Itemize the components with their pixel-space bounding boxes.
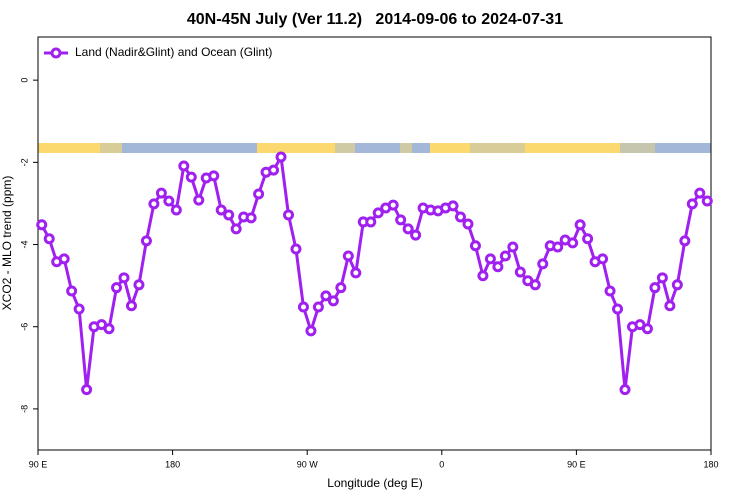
data-point xyxy=(170,204,182,216)
land-ocean-strip xyxy=(38,143,711,153)
data-point xyxy=(327,295,339,307)
data-point xyxy=(514,266,526,278)
data-point xyxy=(529,279,541,291)
data-point xyxy=(118,272,130,284)
data-point xyxy=(66,285,78,297)
data-point xyxy=(582,233,594,245)
data-point xyxy=(253,188,265,200)
data-point xyxy=(641,323,653,335)
x-tick-label: 0 xyxy=(439,459,444,469)
data-point xyxy=(686,198,698,210)
data-point xyxy=(185,171,197,183)
data-point xyxy=(36,219,48,231)
data-point xyxy=(193,194,205,206)
plot-frame xyxy=(37,36,712,451)
legend-marker xyxy=(50,47,62,59)
data-point xyxy=(155,187,167,199)
data-point xyxy=(178,160,190,172)
data-point xyxy=(454,211,466,223)
legend-label: Land (Nadir&Glint) and Ocean (Glint) xyxy=(75,45,272,59)
data-point xyxy=(342,250,354,262)
data-point xyxy=(365,216,377,228)
y-tick-label: -8 xyxy=(19,405,29,413)
data-point xyxy=(664,300,676,312)
data-point xyxy=(679,235,691,247)
data-point xyxy=(649,282,661,294)
data-point xyxy=(395,214,407,226)
data-point xyxy=(612,303,624,315)
data-point xyxy=(230,223,242,235)
data-point xyxy=(335,282,347,294)
data-point xyxy=(402,223,414,235)
data-point xyxy=(245,212,257,224)
data-point xyxy=(477,270,489,282)
data-point xyxy=(499,250,511,262)
x-tick-label: 180 xyxy=(165,459,180,469)
data-point xyxy=(73,303,85,315)
data-point xyxy=(208,170,220,182)
data-point xyxy=(297,301,309,313)
data-point xyxy=(275,151,287,163)
data-point xyxy=(140,235,152,247)
data-point xyxy=(574,219,586,231)
data-point xyxy=(484,253,496,265)
y-tick-label: -6 xyxy=(19,323,29,331)
data-point xyxy=(671,279,683,291)
data-point xyxy=(447,200,459,212)
data-point xyxy=(656,272,668,284)
data-point xyxy=(268,164,280,176)
x-tick-label: 90 W xyxy=(297,459,319,469)
data-point xyxy=(387,199,399,211)
x-tick-label: 90 E xyxy=(29,459,48,469)
data-point xyxy=(619,384,631,396)
data-point xyxy=(81,384,93,396)
y-tick-label: -2 xyxy=(19,158,29,166)
data-point xyxy=(492,261,504,273)
data-point xyxy=(597,253,609,265)
legend: Land (Nadir&Glint) and Ocean (Glint) xyxy=(44,45,272,59)
data-point xyxy=(469,240,481,252)
data-point xyxy=(283,209,295,221)
data-point xyxy=(43,233,55,245)
data-point xyxy=(462,218,474,230)
data-point xyxy=(215,204,227,216)
data-point xyxy=(148,198,160,210)
data-point xyxy=(133,279,145,291)
y-tick-label: -4 xyxy=(19,241,29,249)
data-point xyxy=(701,195,713,207)
y-axis-label: XCO2 - MLO trend (ppm) xyxy=(0,176,14,311)
data-point xyxy=(125,300,137,312)
data-point xyxy=(604,285,616,297)
data-point xyxy=(410,229,422,241)
data-point xyxy=(507,241,519,253)
chart-title: 40N-45N July (Ver 11.2) 2014-09-06 to 20… xyxy=(187,11,563,28)
y-tick-label: 0 xyxy=(19,78,29,83)
x-tick-label: 90 E xyxy=(567,459,586,469)
data-point xyxy=(537,258,549,270)
data-point xyxy=(290,243,302,255)
x-tick-label: 180 xyxy=(703,459,718,469)
data-point xyxy=(350,267,362,279)
data-point xyxy=(163,195,175,207)
data-point xyxy=(694,187,706,199)
series-line xyxy=(40,155,709,392)
data-point xyxy=(305,325,317,337)
data-point xyxy=(552,241,564,253)
data-point xyxy=(111,282,123,294)
data-point xyxy=(320,290,332,302)
x-axis-label: Longitude (deg E) xyxy=(327,476,422,490)
data-point xyxy=(103,323,115,335)
data-point xyxy=(567,237,579,249)
data-point xyxy=(223,209,235,221)
data-point xyxy=(312,301,324,313)
data-point xyxy=(372,207,384,219)
data-point xyxy=(58,253,70,265)
